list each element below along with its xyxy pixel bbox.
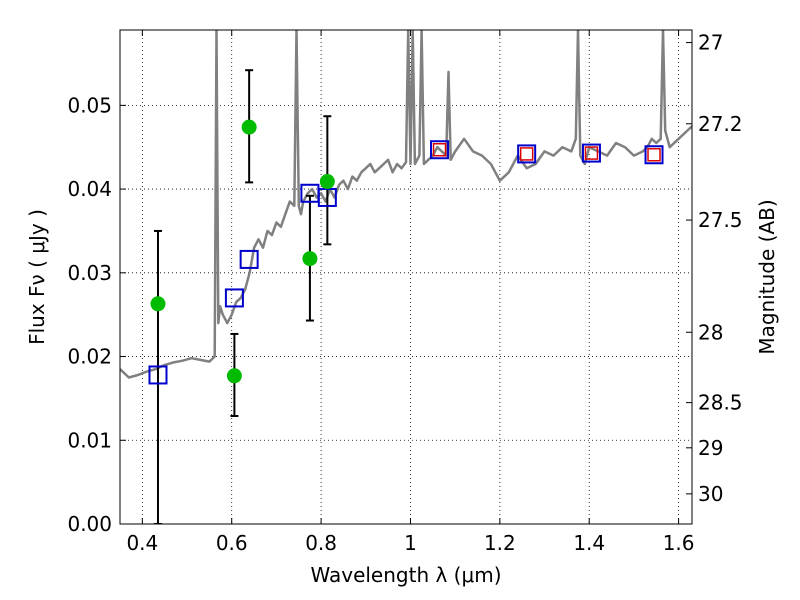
y-right-tick-label: 29 <box>698 436 723 460</box>
y-tick-label: 0.04 <box>67 177 112 201</box>
x-tick-label: 1.2 <box>484 531 516 555</box>
observed-point <box>302 251 318 267</box>
synthetic-point-inner <box>584 146 599 160</box>
y-right-tick-label: 27.2 <box>698 112 743 136</box>
x-tick-label: 0.6 <box>216 531 248 555</box>
y-right-tick-label: 30 <box>698 482 723 506</box>
observed-point <box>226 368 242 384</box>
y-tick-label: 0.01 <box>67 428 112 452</box>
model-spectrum-line <box>120 30 692 379</box>
synthetic-point <box>239 249 259 269</box>
synthetic-point <box>517 144 537 164</box>
series-layer <box>120 30 692 524</box>
synthetic-point <box>581 143 601 163</box>
synthetic-point <box>430 140 450 160</box>
synthetic-point-inner <box>647 148 661 162</box>
y-tick-label: 0.00 <box>67 512 112 536</box>
x-tick-label: 0.4 <box>126 531 158 555</box>
synthetic-point <box>224 288 244 308</box>
y-right-tick-label: 27 <box>698 31 723 55</box>
x-tick-label: 1.4 <box>573 531 605 555</box>
synthetic-point <box>644 145 664 165</box>
y-tick-label: 0.05 <box>67 93 112 117</box>
observed-point <box>241 119 257 135</box>
y-right-tick-label: 27.5 <box>698 208 743 232</box>
x-tick-label: 0.8 <box>305 531 337 555</box>
synthetic-point-inner <box>519 147 534 161</box>
y-tick-label: 0.03 <box>67 261 112 285</box>
y-right-tick-label: 28.5 <box>698 391 743 415</box>
x-axis-label: Wavelength λ (μm) <box>310 563 501 587</box>
observed-point <box>319 174 335 190</box>
axis-labels: Wavelength λ (μm) Flux Fν ( μJy ) Magnitud… <box>25 199 779 587</box>
x-tick-label: 1.6 <box>663 531 695 555</box>
y-right-axis-label: Magnitude (AB) <box>755 199 779 354</box>
y-tick-label: 0.02 <box>67 345 112 369</box>
synthetic-point <box>148 365 168 385</box>
ticks: 0.4 0.6 0.8 1 1.2 1.4 1.6 0.00 0.01 0.02 0.03 0.04 0… <box>67 30 743 555</box>
y-axis-label: Flux Fν ( μJy ) <box>25 209 49 345</box>
x-tick-label: 1 <box>404 531 417 555</box>
y-right-tick-label: 28 <box>698 320 723 344</box>
observed-point <box>150 296 166 312</box>
synthetic-point-inner <box>432 142 447 157</box>
plot-frame <box>119 29 693 525</box>
